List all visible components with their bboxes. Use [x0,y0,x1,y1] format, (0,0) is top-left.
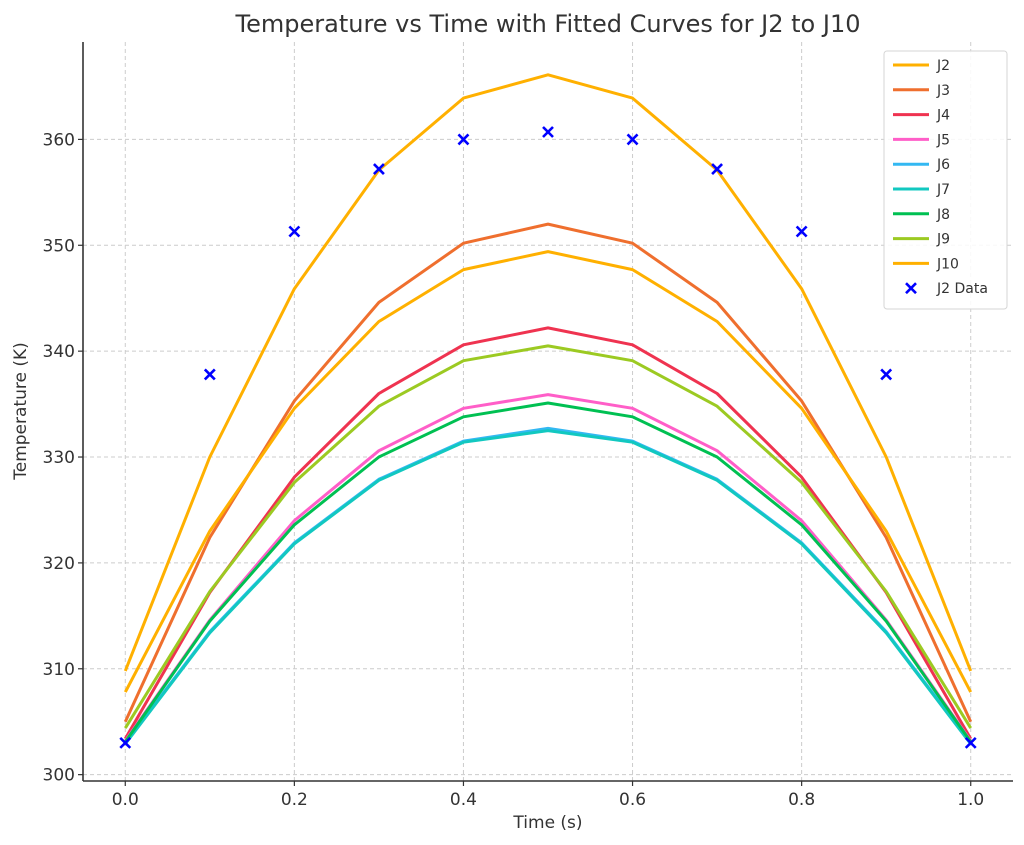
legend-item-j10: J10 [893,256,959,272]
data-point-marker [795,225,808,238]
series-lines [123,73,973,745]
y-tick-label: 300 [43,766,75,786]
x-tick-label: 0.6 [619,790,646,810]
legend-label: J9 [936,232,950,248]
data-point-marker [542,126,554,138]
series-line-j6 [124,426,972,744]
legend-item-j2-data: J2 Data [905,281,988,297]
data-markers [119,126,977,749]
series-line-j9 [124,344,972,729]
x-tick-label: 0.2 [281,790,308,810]
grid [83,42,1013,781]
legend-item-j7: J7 [893,182,950,198]
legend-label: J4 [936,108,950,124]
x-tick-label: 0.4 [450,790,477,810]
x-ticks: 0.0 0.2 0.4 0.6 0.8 1.0 [112,781,984,810]
legend-label: J5 [936,132,950,148]
data-point-marker [457,133,470,146]
legend-item-j5: J5 [893,132,950,148]
series-line-j5 [124,393,972,742]
x-tick-label: 0.0 [112,790,139,810]
y-tick-label: 320 [43,554,75,574]
data-point-marker [964,736,977,749]
y-tick-label: 330 [43,448,75,468]
y-ticks: 300 310 320 330 340 350 360 [43,130,83,786]
y-tick-label: 350 [43,236,75,256]
axes [82,42,1013,782]
y-tick-label: 310 [43,660,75,680]
series-line-j8 [124,401,972,743]
legend-item-j8: J8 [893,207,950,223]
data-point-marker [288,225,301,238]
data-point-marker [880,368,893,381]
series-line-j7 [124,429,972,745]
data-point-marker [119,736,132,749]
legend-item-j2: J2 [893,58,950,74]
x-tick-label: 1.0 [957,790,984,810]
legend-label: J3 [936,83,950,99]
legend-label: J10 [936,256,959,272]
legend-label: J6 [936,157,950,173]
series-line-j2 [123,73,973,672]
series-line-j3 [123,222,973,723]
x-axis-label: Time (s) [512,813,582,833]
series-line-j10 [123,250,973,693]
data-point-marker [711,163,724,175]
legend-item-j9: J9 [893,232,950,248]
y-tick-label: 360 [43,130,75,150]
legend: J2 J3 J4 J5 J6 J7 J8 J9 J10 J2 Data [883,50,1008,310]
data-point-marker [626,133,639,146]
legend-label: J2 [936,58,950,74]
legend-item-j6: J6 [893,157,950,173]
series-line-j4 [124,326,972,740]
y-axis-label: Temperature (K) [11,342,31,481]
legend-label: J8 [936,207,950,223]
y-tick-label: 340 [43,342,75,362]
chart-title: Temperature vs Time with Fitted Curves f… [235,10,861,38]
legend-label: J7 [936,182,950,198]
legend-label: J2 Data [936,281,988,297]
legend-item-j3: J3 [893,83,950,99]
x-tick-label: 0.8 [788,790,815,810]
data-point-marker [372,163,385,175]
data-point-marker [203,368,216,381]
legend-item-j4: J4 [893,108,950,124]
